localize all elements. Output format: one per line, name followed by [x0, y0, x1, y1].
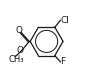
- Text: O: O: [16, 46, 23, 55]
- Text: F: F: [60, 57, 65, 66]
- Text: O: O: [15, 26, 22, 36]
- Text: Cl: Cl: [60, 16, 69, 25]
- Text: CH₃: CH₃: [8, 55, 24, 64]
